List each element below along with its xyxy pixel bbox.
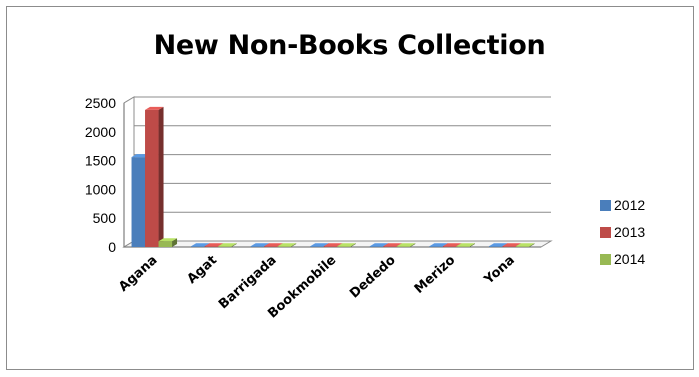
bar-top [145, 106, 164, 110]
bar-side [410, 243, 416, 247]
bar-side [529, 243, 535, 247]
bar [502, 246, 516, 247]
bar-top [456, 243, 475, 247]
bar [369, 246, 384, 247]
bar-top [337, 243, 356, 247]
bar-top [323, 243, 343, 247]
bar-top [277, 243, 297, 247]
legend-label: 2012 [614, 197, 645, 213]
bar [264, 246, 278, 247]
category-label: Merizo [412, 253, 459, 297]
y-tick-label: 500 [93, 210, 117, 226]
category-label: Dededo [347, 253, 399, 302]
y-tick-label: 0 [108, 239, 116, 255]
bar-top [515, 243, 535, 247]
bar [515, 246, 530, 247]
bar-top [429, 243, 448, 247]
bar [488, 246, 503, 247]
category-label: Yona [481, 253, 518, 288]
y-tick-label: 1000 [85, 181, 116, 197]
legend-label: 2013 [614, 224, 645, 240]
bar-top [369, 243, 389, 247]
bar [310, 246, 324, 247]
bar-top [310, 243, 329, 247]
legend-swatch [600, 200, 611, 211]
bar [396, 246, 411, 247]
bar [323, 246, 338, 247]
y-tick-label: 2500 [85, 95, 116, 111]
category-label: Agat [184, 253, 220, 287]
bar [442, 246, 457, 247]
legend-label: 2014 [614, 251, 645, 267]
bar-top [250, 243, 270, 247]
bar [456, 246, 470, 247]
category-label: Agana [116, 253, 160, 295]
bar-top [204, 243, 224, 247]
bar-top [502, 243, 521, 247]
bar-side [469, 243, 475, 247]
bar-top [488, 243, 508, 247]
bar-top [396, 243, 416, 247]
bar-top [158, 238, 178, 242]
bar-top [442, 243, 462, 247]
bar [429, 246, 443, 247]
bar [383, 246, 397, 247]
bar-top [218, 243, 237, 247]
bar-top [383, 243, 402, 247]
bar-top [191, 243, 210, 247]
bar-side [172, 238, 178, 247]
bar-side [291, 243, 297, 247]
bar-side [158, 106, 164, 247]
bar [250, 246, 265, 247]
chart-frame [6, 6, 694, 370]
bar-top [264, 243, 283, 247]
bar-side [231, 243, 237, 247]
legend-swatch [600, 254, 611, 265]
chart-title: New Non-Books Collection [153, 30, 546, 61]
bar [204, 246, 219, 247]
y-tick-label: 2000 [85, 124, 116, 140]
bar [337, 246, 351, 247]
bar [191, 246, 205, 247]
bar [158, 241, 173, 247]
bar [277, 246, 292, 247]
bar [218, 246, 232, 247]
y-tick-label: 1500 [85, 153, 116, 169]
bar [145, 109, 159, 247]
bar-side [350, 243, 356, 247]
legend-swatch [600, 227, 611, 238]
category-label: Barrigada [216, 253, 280, 312]
bar [131, 157, 146, 247]
